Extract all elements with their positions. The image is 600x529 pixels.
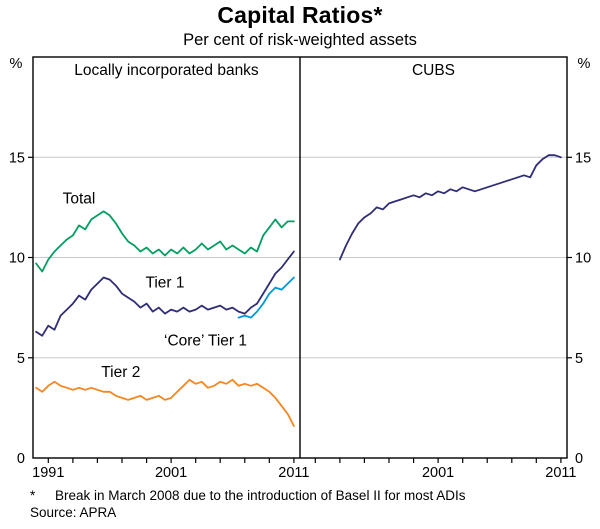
x-axis-labels: 1991 2001 2011 2001 2011 — [32, 458, 576, 481]
svg-text:15: 15 — [9, 150, 25, 166]
svg-text:1991: 1991 — [32, 465, 64, 481]
footnotes: * Break in March 2008 due to the introdu… — [30, 487, 590, 521]
series-label-total: Total — [63, 190, 96, 207]
footnote-text: Break in March 2008 due to the introduct… — [55, 488, 466, 503]
source-text: Source: APRA — [30, 505, 117, 520]
footnote-line: * Break in March 2008 due to the introdu… — [30, 487, 590, 504]
chart-title: Capital Ratios* — [217, 2, 383, 28]
source-line: Source: APRA — [30, 504, 590, 521]
svg-text:2001: 2001 — [155, 465, 187, 481]
svg-text:5: 5 — [17, 351, 25, 367]
svg-text:15: 15 — [575, 150, 591, 166]
svg-text:Locally incorporated banks: Locally incorporated banks — [74, 62, 259, 79]
svg-text:5: 5 — [575, 351, 583, 367]
series-label-core-tier-1: ‘Core’ Tier 1 — [164, 333, 247, 350]
footnote-marker: * — [30, 488, 36, 503]
svg-text:2011: 2011 — [545, 465, 576, 481]
chart-subtitle: Per cent of risk-weighted assets — [183, 31, 417, 49]
series-label-tier-2: Tier 2 — [101, 364, 140, 381]
svg-text:2011: 2011 — [278, 465, 309, 481]
series-line-core-tier-1 — [237, 276, 295, 319]
annotations: Locally incorporated banks Total Tier 1 ‘Co… — [63, 62, 455, 381]
series-lines — [35, 154, 562, 427]
svg-text:2001: 2001 — [422, 465, 454, 481]
series-line-tier-2 — [35, 378, 295, 427]
series-line-tier-1 — [35, 250, 295, 337]
svg-text:0: 0 — [17, 451, 25, 467]
svg-text:%: % — [578, 56, 591, 72]
svg-text:10: 10 — [9, 251, 25, 267]
svg-text:CUBS: CUBS — [412, 62, 455, 79]
series-label-tier-1: Tier 1 — [145, 275, 184, 292]
series-line-total — [35, 210, 295, 273]
svg-text:%: % — [10, 56, 23, 72]
series-line-cubs — [338, 154, 562, 261]
y-axis-labels: 0 0 5 5 10 10 15 15%% — [9, 56, 591, 467]
svg-text:0: 0 — [575, 451, 583, 467]
svg-text:10: 10 — [575, 251, 591, 267]
